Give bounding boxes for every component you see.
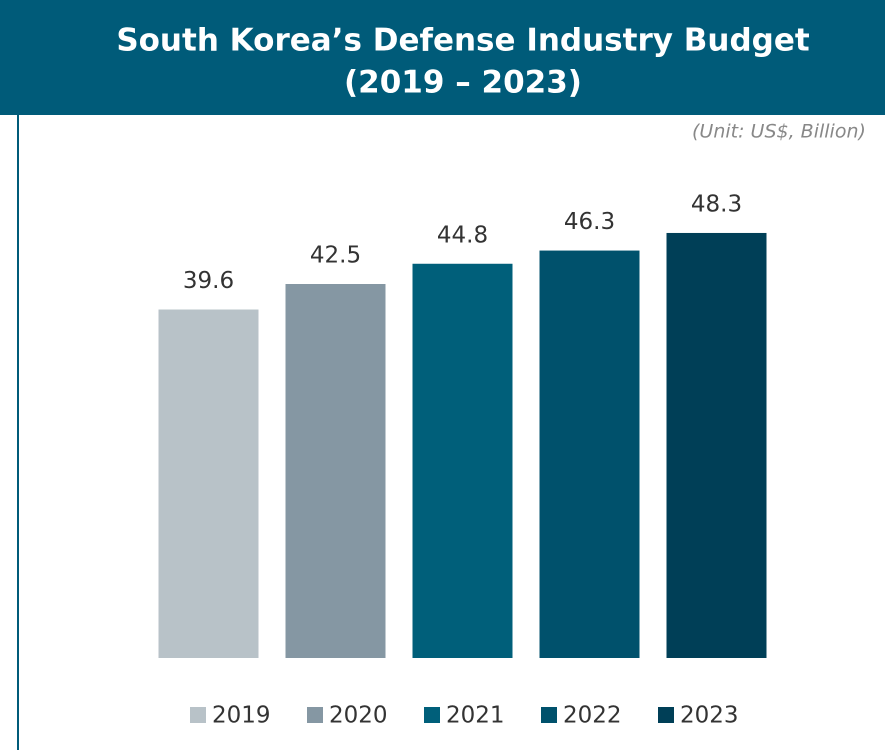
data-label: 39.6 <box>183 268 234 294</box>
legend-label: 2022 <box>563 703 622 729</box>
legend-label: 2023 <box>680 703 739 729</box>
data-label: 44.8 <box>437 222 488 248</box>
legend-swatch <box>658 707 674 723</box>
legend-label: 2020 <box>329 703 388 729</box>
data-label: 48.3 <box>691 191 742 217</box>
bar <box>158 309 259 658</box>
data-label: 46.3 <box>564 209 615 235</box>
bar <box>285 284 386 658</box>
bar <box>412 263 513 658</box>
legend-label: 2021 <box>446 703 505 729</box>
legend-swatch <box>307 707 323 723</box>
unit-note: (Unit: US$, Billion) <box>692 121 866 143</box>
legend-swatch <box>424 707 440 723</box>
chart-title: (2019 – 2023) <box>344 65 582 101</box>
bar <box>539 250 640 658</box>
legend-label: 2019 <box>212 703 271 729</box>
data-label: 42.5 <box>310 243 361 269</box>
legend-swatch <box>541 707 557 723</box>
legend-swatch <box>190 707 206 723</box>
title-banner <box>0 0 885 115</box>
bar <box>666 232 767 658</box>
chart-title: South Korea’s Defense Industry Budget <box>116 23 810 59</box>
